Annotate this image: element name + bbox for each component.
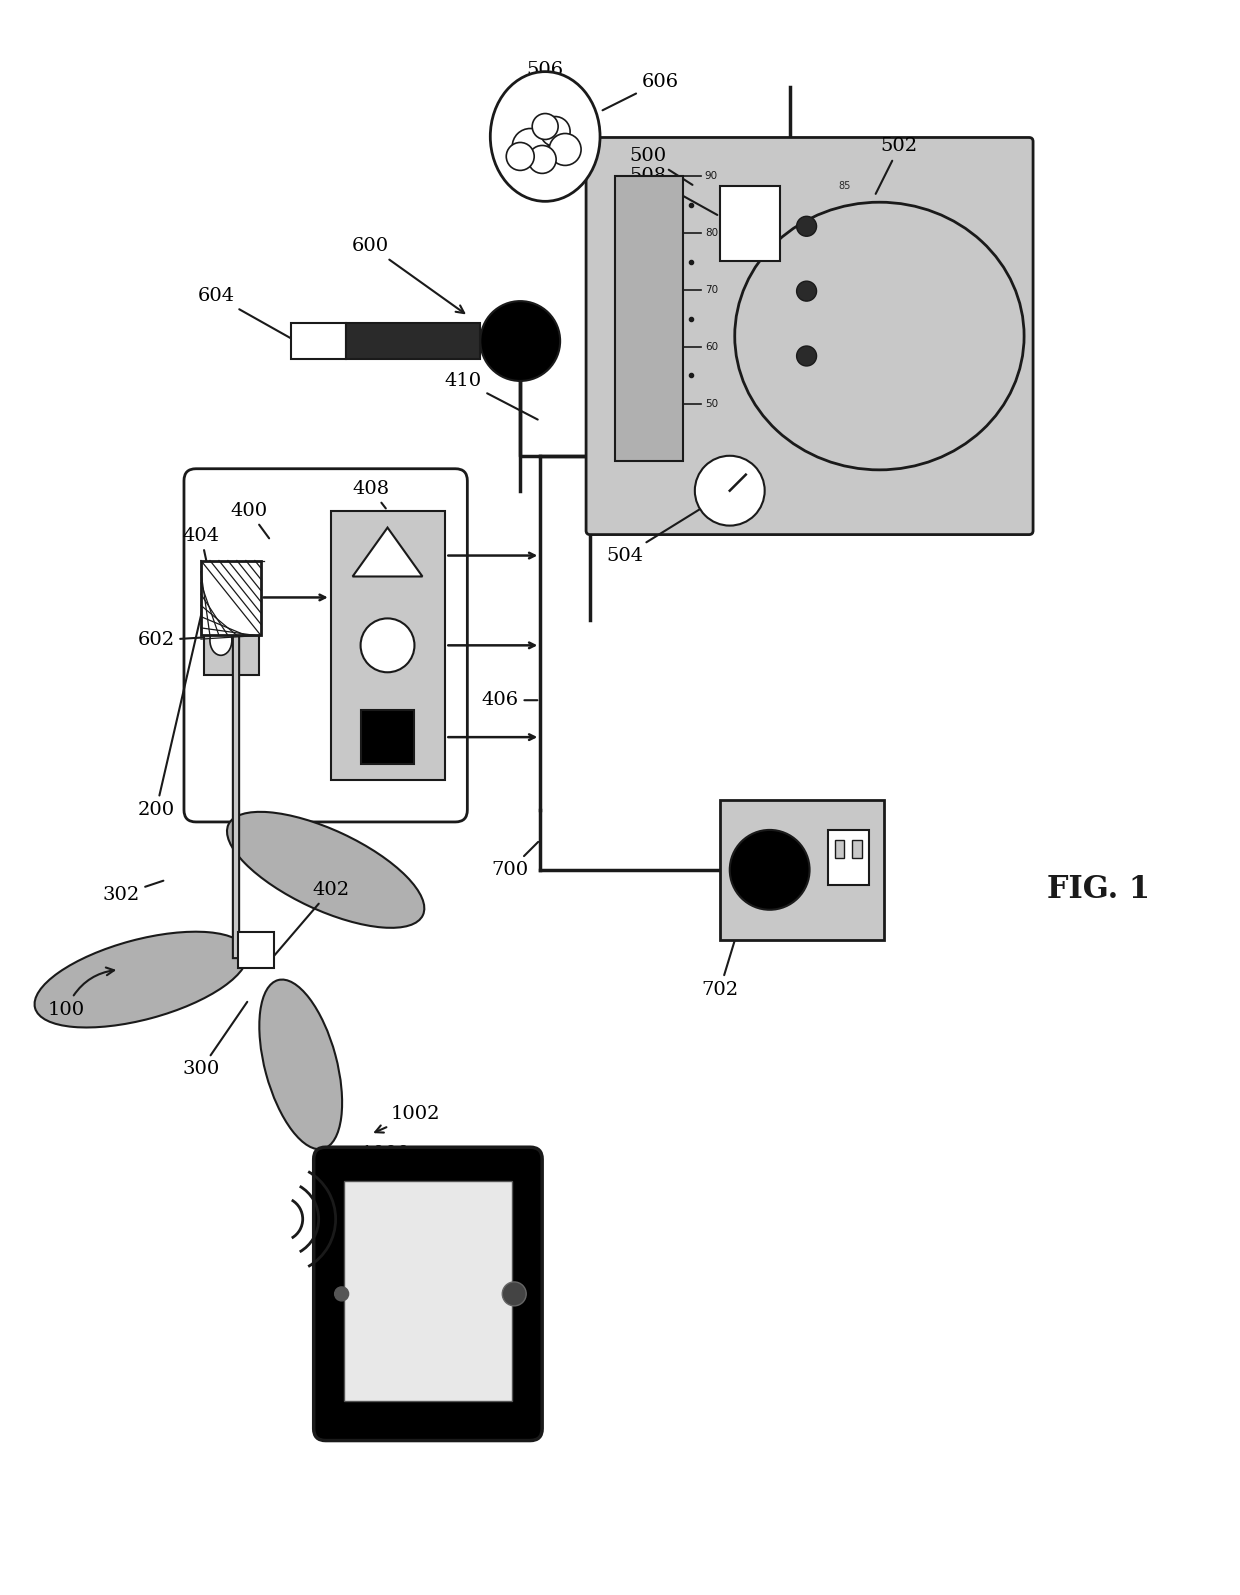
FancyBboxPatch shape: [587, 137, 1033, 534]
Text: 604: 604: [197, 287, 294, 340]
Text: 55: 55: [838, 456, 851, 466]
Bar: [201, 560, 260, 635]
Text: 508: 508: [630, 167, 718, 215]
FancyBboxPatch shape: [184, 469, 467, 821]
Bar: [346, 324, 480, 359]
Circle shape: [549, 134, 582, 166]
Text: 50: 50: [704, 399, 718, 408]
Text: 404: 404: [182, 526, 219, 603]
Circle shape: [361, 619, 414, 671]
Text: 68: 68: [838, 321, 851, 332]
Ellipse shape: [210, 625, 232, 656]
Bar: [290, 324, 346, 359]
Circle shape: [694, 456, 765, 526]
Circle shape: [796, 217, 817, 236]
Bar: [835, 841, 844, 858]
Text: 90: 90: [704, 171, 718, 182]
Text: 502: 502: [875, 137, 918, 195]
Circle shape: [512, 129, 548, 164]
Text: 700: 700: [492, 842, 538, 879]
Text: OFF: OFF: [999, 337, 1009, 356]
Text: 600: 600: [352, 238, 464, 313]
Circle shape: [541, 116, 570, 147]
Ellipse shape: [35, 931, 248, 1027]
Bar: [343, 1182, 512, 1400]
Circle shape: [796, 346, 817, 365]
Text: FIG. 1: FIG. 1: [1048, 874, 1151, 906]
Circle shape: [730, 829, 810, 909]
Bar: [331, 510, 445, 780]
Ellipse shape: [490, 72, 600, 201]
Text: 500: 500: [630, 147, 692, 185]
Text: 75: 75: [838, 252, 851, 262]
Bar: [615, 177, 683, 461]
Text: 406: 406: [481, 691, 537, 710]
Text: 63: 63: [838, 391, 851, 400]
Circle shape: [796, 281, 817, 301]
Bar: [361, 710, 414, 764]
Text: 302: 302: [103, 880, 164, 904]
Text: 85: 85: [838, 182, 851, 191]
Ellipse shape: [259, 979, 342, 1150]
Text: 400: 400: [231, 502, 269, 539]
Text: 506: 506: [527, 61, 564, 99]
Circle shape: [506, 142, 534, 171]
Polygon shape: [352, 528, 423, 576]
Text: 702: 702: [701, 877, 754, 998]
Circle shape: [523, 121, 567, 166]
Ellipse shape: [227, 812, 424, 928]
Text: 70: 70: [704, 286, 718, 295]
Bar: [827, 829, 869, 885]
Text: 408: 408: [352, 480, 389, 509]
Text: 1000: 1000: [361, 1145, 410, 1172]
Text: 602: 602: [138, 632, 202, 649]
Circle shape: [528, 145, 557, 174]
Circle shape: [502, 1282, 526, 1306]
Text: 504: 504: [606, 493, 728, 565]
Circle shape: [532, 113, 558, 139]
Circle shape: [480, 301, 560, 381]
Bar: [238, 931, 274, 968]
Text: 402: 402: [273, 880, 350, 957]
Text: 300: 300: [182, 1002, 247, 1078]
Text: 606: 606: [603, 73, 678, 110]
Text: 60: 60: [704, 341, 718, 352]
Text: 1002: 1002: [376, 1105, 440, 1132]
Bar: [719, 801, 884, 939]
Bar: [852, 841, 863, 858]
Bar: [203, 611, 259, 675]
Text: 80: 80: [704, 228, 718, 238]
Ellipse shape: [735, 203, 1024, 471]
Text: 100: 100: [47, 968, 114, 1019]
Circle shape: [335, 1287, 348, 1302]
FancyBboxPatch shape: [314, 1147, 542, 1440]
Text: 200: 200: [138, 601, 205, 818]
Bar: [719, 187, 780, 262]
Text: 410: 410: [445, 372, 538, 419]
